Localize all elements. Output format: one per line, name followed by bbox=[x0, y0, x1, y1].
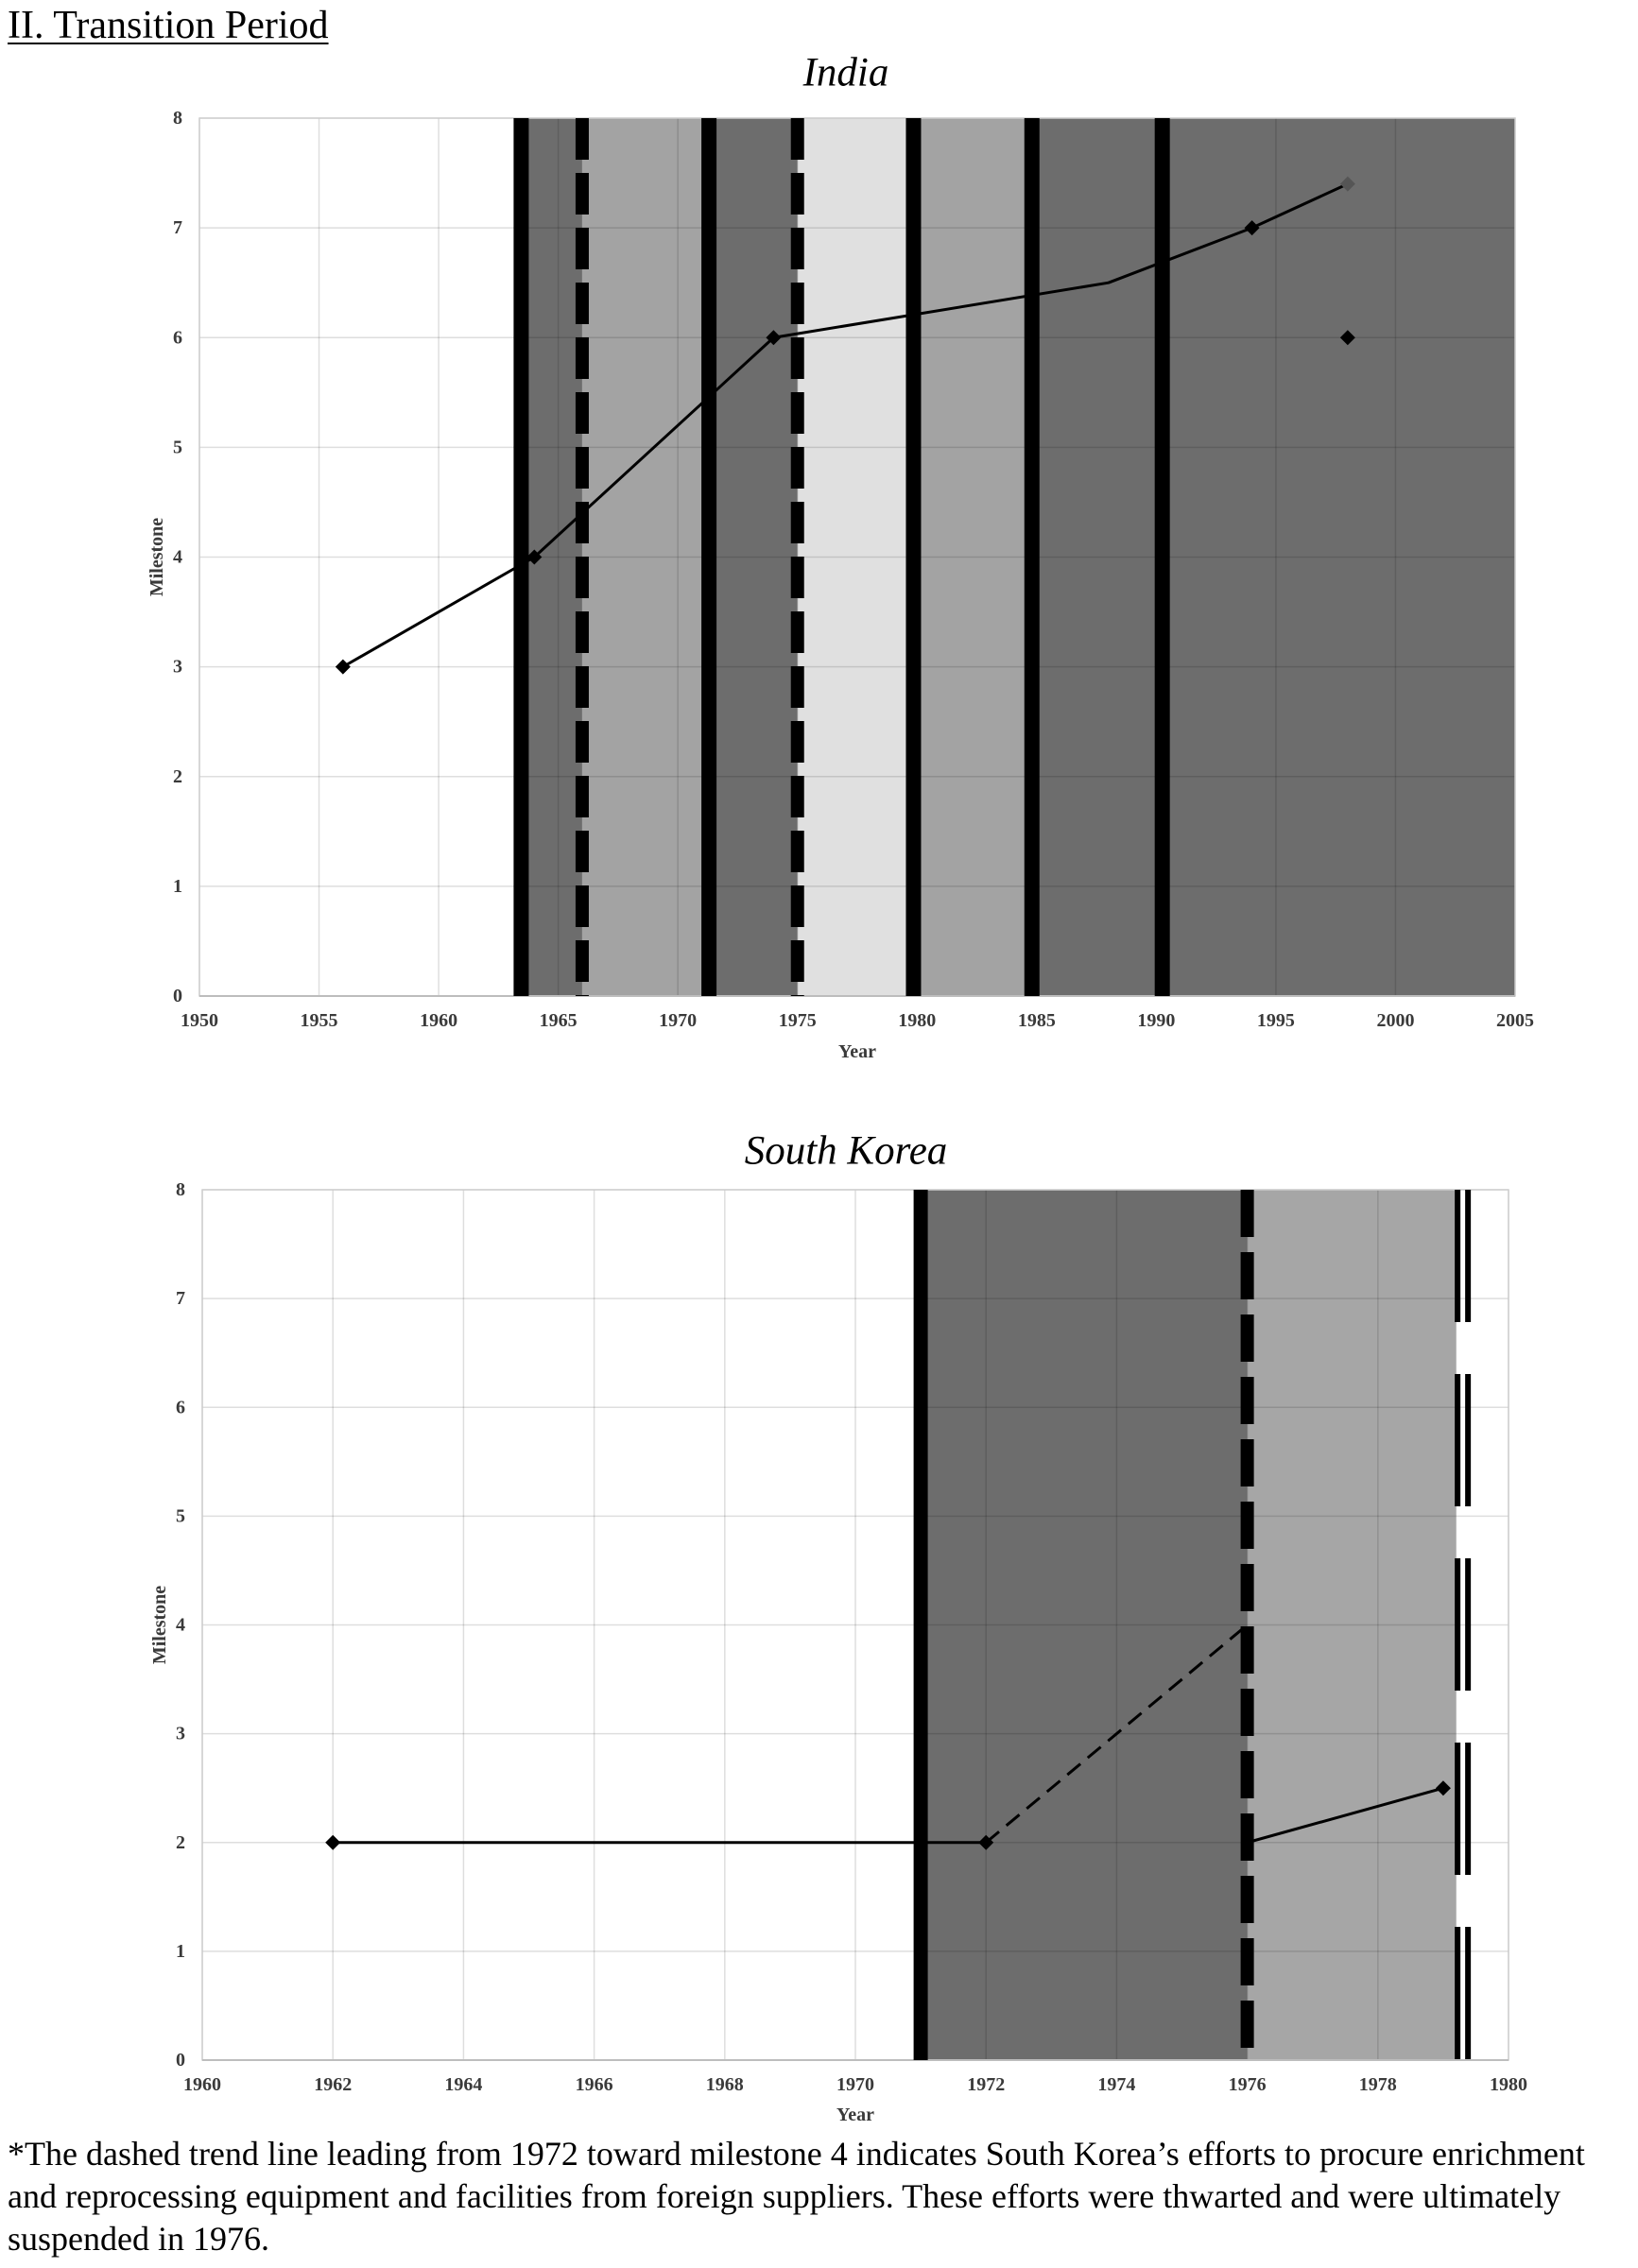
india-shaded-period bbox=[709, 118, 798, 996]
india-data-point bbox=[766, 330, 782, 346]
south-korea-y-tick-label: 5 bbox=[176, 1505, 185, 1526]
south-korea-data-point bbox=[1435, 1780, 1451, 1796]
south-korea-data-point bbox=[978, 1834, 994, 1850]
south-korea-y-tick-label: 3 bbox=[176, 1724, 185, 1744]
india-x-tick-label: 1980 bbox=[898, 1010, 936, 1031]
south-korea-x-tick-label: 1962 bbox=[314, 2074, 352, 2095]
india-y-tick-label: 7 bbox=[173, 217, 182, 238]
south-korea-x-axis-label: Year bbox=[836, 2105, 874, 2125]
india-chart: 1950 1955 1960 1965 1970 1975 1980 1985 1990 1995… bbox=[147, 51, 1534, 1063]
south-korea-x-tick-label: 1978 bbox=[1359, 2074, 1397, 2095]
india-x-tick-label: 1985 bbox=[1018, 1010, 1056, 1031]
india-x-tick-label: 1950 bbox=[181, 1010, 218, 1031]
india-x-tick-label: 1955 bbox=[301, 1010, 338, 1031]
south-korea-y-tick-label: 1 bbox=[176, 1941, 185, 1962]
south-korea-dashed-trend-line bbox=[985, 1624, 1249, 1844]
south-korea-y-tick-label: 8 bbox=[176, 1179, 185, 1200]
india-data-point bbox=[1339, 176, 1355, 192]
india-x-tick-label: 1970 bbox=[659, 1010, 697, 1031]
south-korea-data-point bbox=[325, 1834, 341, 1850]
india-shaded-period bbox=[1031, 118, 1515, 996]
india-y-tick-label: 1 bbox=[173, 876, 182, 897]
section-heading: II. Transition Period bbox=[8, 4, 329, 47]
south-korea-x-tick-label: 1974 bbox=[1097, 2074, 1135, 2095]
south-korea-y-tick-label: 6 bbox=[176, 1397, 185, 1418]
south-korea-shaded-period bbox=[1247, 1190, 1457, 2060]
south-korea-trend-line bbox=[1247, 1786, 1444, 1845]
india-data-point bbox=[1339, 330, 1355, 346]
india-x-tick-label: 1975 bbox=[779, 1010, 817, 1031]
south-korea-x-tick-label: 1966 bbox=[576, 2074, 613, 2095]
india-y-tick-label: 4 bbox=[173, 547, 182, 568]
india-shaded-period bbox=[913, 118, 1032, 996]
india-shaded-period bbox=[797, 118, 914, 996]
india-y-tick-label: 2 bbox=[173, 766, 182, 787]
south-korea-x-tick-label: 1980 bbox=[1490, 2074, 1527, 2095]
india-data-point bbox=[526, 549, 543, 565]
india-y-axis-label: Milestone bbox=[147, 518, 167, 596]
india-x-tick-label: 2000 bbox=[1376, 1010, 1414, 1031]
india-x-tick-label: 1990 bbox=[1137, 1010, 1175, 1031]
india-x-tick-label: 2005 bbox=[1496, 1010, 1534, 1031]
india-y-tick-label: 3 bbox=[173, 657, 182, 678]
south-korea-chart-title: South Korea bbox=[745, 1129, 948, 1174]
south-korea-y-tick-label: 0 bbox=[176, 2050, 185, 2070]
india-data-point bbox=[335, 659, 351, 675]
south-korea-y-tick-label: 2 bbox=[176, 1832, 185, 1853]
india-x-tick-label: 1995 bbox=[1257, 1010, 1295, 1031]
south-korea-y-axis-label: Milestone bbox=[149, 1586, 170, 1664]
south-korea-y-tick-label: 7 bbox=[176, 1288, 185, 1309]
india-x-axis-label: Year bbox=[838, 1041, 876, 1062]
india-trend-line bbox=[342, 182, 1349, 668]
india-shaded-period bbox=[581, 118, 710, 996]
south-korea-x-tick-label: 1960 bbox=[183, 2074, 221, 2095]
india-y-tick-label: 0 bbox=[173, 986, 182, 1006]
south-korea-y-tick-label: 4 bbox=[176, 1615, 185, 1636]
south-korea-x-tick-label: 1964 bbox=[444, 2074, 482, 2095]
india-y-tick-label: 5 bbox=[173, 437, 182, 457]
footnote: *The dashed trend line leading from 1972… bbox=[8, 2135, 1585, 2258]
india-x-tick-label: 1960 bbox=[420, 1010, 457, 1031]
south-korea-chart: 1960 1962 1964 1966 1968 1970 1972 1974 1976 1978… bbox=[149, 1129, 1527, 2126]
india-chart-title: India bbox=[802, 51, 889, 95]
south-korea-x-tick-label: 1972 bbox=[967, 2074, 1005, 2095]
south-korea-x-tick-label: 1968 bbox=[706, 2074, 744, 2095]
south-korea-x-tick-label: 1970 bbox=[836, 2074, 874, 2095]
south-korea-shaded-period bbox=[921, 1190, 1248, 2060]
india-x-tick-label: 1965 bbox=[540, 1010, 578, 1031]
south-korea-x-tick-label: 1976 bbox=[1229, 2074, 1267, 2095]
india-y-tick-label: 8 bbox=[173, 108, 182, 129]
india-y-tick-label: 6 bbox=[173, 327, 182, 348]
india-data-point bbox=[1244, 220, 1260, 236]
